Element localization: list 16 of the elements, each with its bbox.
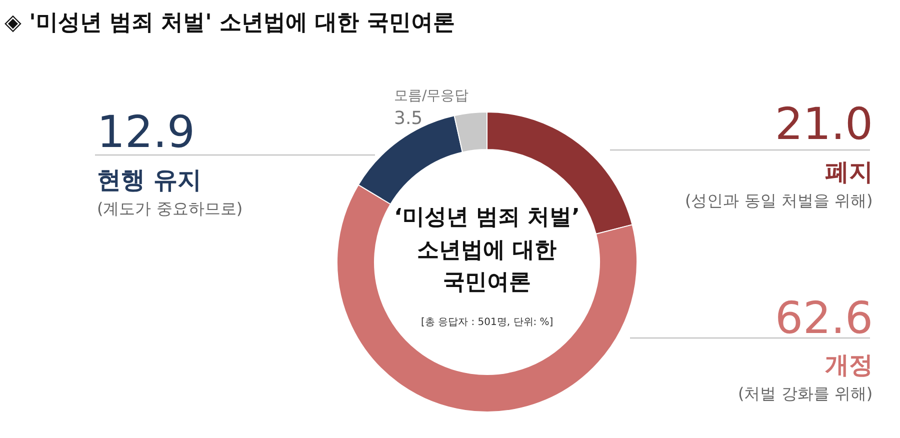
slice-label: 폐지: [825, 158, 873, 186]
text: (계도가 중요하므로): [97, 199, 243, 218]
slice-label: 개정: [825, 351, 873, 379]
text: (성인과 동일 처벌을 위해): [685, 191, 873, 210]
text: [총 응답자 : 501명, 단위: %]: [421, 317, 554, 328]
data-label: 3.5: [394, 108, 423, 129]
text: 소년법에 대한: [417, 238, 557, 263]
text: ‘미성년 범죄 처벌’: [394, 205, 580, 230]
slice-label: 현행 유지: [97, 166, 202, 194]
data-label: 12.9: [97, 107, 195, 158]
text: 국민여론: [443, 270, 531, 295]
data-label: 21.0: [775, 99, 873, 150]
chart-title: ◈ '미성년 범죄 처벌' 소년법에 대한 국민여론: [4, 10, 455, 36]
text: (처벌 강화를 위해): [738, 384, 873, 403]
data-label: 62.6: [775, 293, 873, 344]
slice-label: 모름/무응답: [394, 88, 469, 104]
